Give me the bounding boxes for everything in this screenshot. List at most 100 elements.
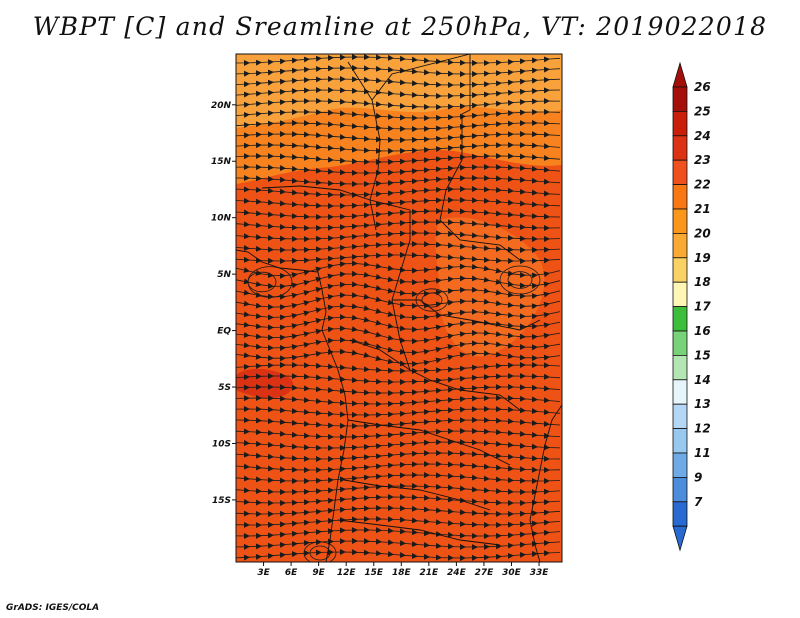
streamline — [236, 416, 561, 430]
streamline — [236, 97, 561, 111]
streamline — [236, 174, 561, 187]
streamline — [236, 427, 561, 441]
lat-tick-label: 15N — [211, 157, 232, 167]
lon-tick-label: 9E — [312, 568, 325, 578]
streamline — [236, 537, 561, 551]
lat-tick-label: EQ — [217, 327, 231, 337]
colorbar-swatch — [672, 135, 688, 161]
map-panel: 20N 15N 10N 5N EQ 5S 10S 15S 3E 6E 9E 12E 15E 18E 21E… — [211, 53, 563, 578]
colorbar-swatch — [672, 379, 688, 405]
lon-tick-label: 3E — [257, 568, 270, 578]
streamline — [236, 130, 561, 144]
colorbar-label: 15 — [694, 348, 711, 362]
colorbar-swatch — [672, 354, 688, 381]
lon-tick-label: 6E — [285, 568, 298, 578]
colorbar-swatch — [672, 257, 688, 283]
lon-tick-label: 30E — [502, 568, 522, 578]
lon-tick-label: 24E — [447, 568, 467, 578]
colorbar-swatch — [672, 184, 688, 210]
colorbar-label: 17 — [694, 300, 711, 314]
colorbar-swatch — [672, 452, 688, 478]
streamline — [236, 526, 561, 540]
colorbar-swatch — [672, 403, 688, 430]
streamline-vortex — [421, 292, 443, 308]
colorbar-swatch — [672, 208, 688, 234]
colorbar-swatch — [672, 476, 688, 503]
streamline — [236, 141, 561, 155]
coastline-and-borders — [236, 54, 562, 562]
streamline — [236, 483, 561, 495]
streamline — [236, 362, 561, 374]
grads-credit: GrADS: IGES/COLA — [6, 603, 100, 613]
colorbar-swatch — [672, 306, 688, 332]
streamline — [236, 186, 561, 198]
lon-tick-label: 21E — [420, 568, 440, 578]
streamline — [236, 219, 561, 231]
colorbar-label: 25 — [694, 104, 711, 118]
lat-tick-label: 5S — [218, 383, 231, 393]
colorbar-label: 14 — [694, 373, 711, 387]
lat-tick-label: 20N — [211, 101, 232, 111]
streamline — [236, 548, 561, 562]
west-coastline — [236, 249, 349, 562]
colorbar-label: 20 — [694, 226, 711, 240]
colorbar-label: 16 — [694, 324, 711, 338]
lon-tick-label: 27E — [475, 568, 495, 578]
streamline-vortex — [247, 266, 293, 298]
streamline-vortex — [303, 541, 337, 562]
colorbar-swatch — [672, 501, 688, 527]
streamline — [236, 405, 561, 419]
colorbar: 26 25 24 23 22 21 20 19 18 17 16 15 14 13 12 11 9 7 — [672, 61, 711, 552]
colorbar-swatch — [672, 281, 688, 308]
streamline — [236, 152, 561, 166]
colorbar-label: 22 — [694, 178, 711, 192]
lat-tick-label: 5N — [217, 270, 231, 280]
map-frame — [235, 53, 563, 563]
colorbar-label: 18 — [694, 275, 711, 289]
streamline — [236, 76, 561, 88]
colorbar-label: 12 — [694, 422, 711, 436]
streamline — [236, 108, 561, 122]
streamlines — [236, 54, 561, 562]
colorbar-label: 23 — [694, 153, 711, 167]
colorbar-label: 19 — [694, 251, 711, 265]
lat-tick-label: 15S — [212, 496, 231, 506]
lon-tick-label: 33E — [530, 568, 550, 578]
colorbar-label: 21 — [694, 202, 711, 216]
longitude-axis: 3E 6E 9E 12E 15E 18E 21E 24E 27E 30E 33E — [257, 562, 549, 578]
colorbar-swatch — [672, 86, 688, 112]
streamline — [236, 505, 561, 517]
streamline — [236, 65, 561, 77]
streamline — [236, 208, 561, 220]
colorbar-swatch — [672, 428, 688, 454]
colorbar-label: 11 — [694, 446, 711, 460]
streamline — [236, 394, 561, 408]
colorbar-label: 26 — [694, 80, 711, 94]
streamline — [236, 383, 561, 397]
streamline-vortex — [309, 545, 331, 561]
colorbar-bottom-arrow — [672, 525, 688, 552]
border-lines — [261, 54, 541, 546]
chart-title: WBPT [C] and Sreamline at 250hPa, VT: 20… — [32, 12, 768, 41]
lon-tick-label: 15E — [364, 568, 384, 578]
streamline-vortex — [507, 271, 533, 289]
streamline — [236, 449, 561, 462]
streamline — [236, 472, 561, 484]
streamline — [236, 197, 561, 209]
lon-tick-label: 18E — [392, 568, 412, 578]
colorbar-label: 9 — [694, 470, 702, 484]
lat-tick-label: 10N — [211, 214, 232, 224]
colorbar-label: 24 — [694, 129, 711, 143]
streamline — [236, 163, 561, 177]
streamline — [236, 461, 561, 474]
colorbar-swatch — [672, 330, 688, 356]
lon-tick-label: 12E — [337, 568, 357, 578]
colorbar-label: 13 — [694, 397, 711, 411]
colorbar-label: 7 — [694, 495, 703, 509]
streamline-vortex — [499, 265, 541, 295]
streamline — [236, 230, 561, 243]
east-coastline — [529, 404, 562, 562]
colorbar-swatch — [672, 232, 688, 259]
colorbar-swatch — [672, 111, 688, 137]
